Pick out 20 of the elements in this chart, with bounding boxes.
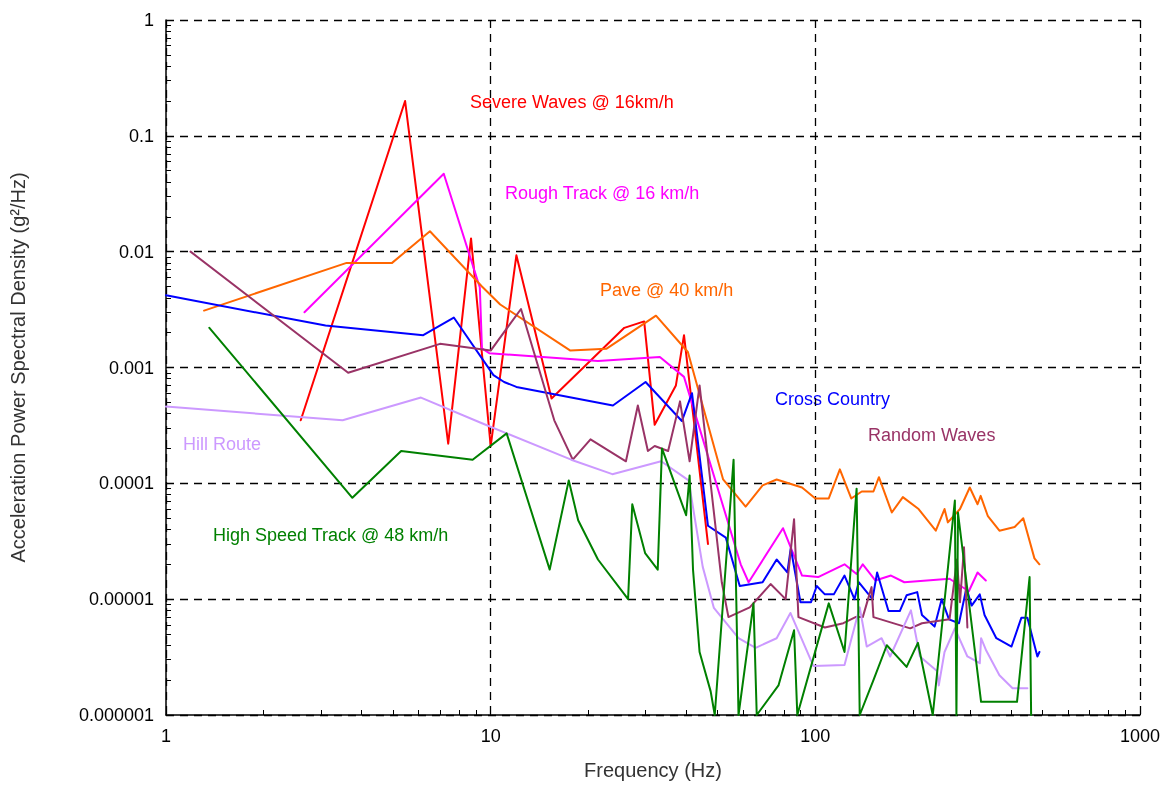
y-tick-label: 0.01 [118,241,154,262]
text: Severe Waves @ 16km/h [470,92,674,112]
x-axis-title: Frequency (Hz) [584,759,722,781]
x-tick-label: 100 [800,726,831,746]
series-label: Pave @ 40 km/h [600,280,734,300]
text: High Speed Track @ 48 km/h [213,525,449,545]
series-label: Hill Route [183,434,262,454]
y-tick-label: 0.000001 [78,705,154,725]
y-tick-label: 0.1 [128,125,154,146]
y-axis-title: Acceleration Power Spectral Density (g²/Hz) [7,172,29,563]
y-tick-label: 1 [143,10,154,30]
y-tick-label: 0.0001 [98,473,154,494]
y-tick-label: 0.00001 [88,589,154,610]
text: Random Waves [868,425,996,445]
text: Cross Country [775,389,891,409]
x-tick-label: 1 [160,726,172,746]
y-tick-label: 0.001 [108,357,154,378]
x-tick-label: 10 [480,726,501,746]
x-tick-label: 1000 [1119,726,1161,746]
text: Rough Track @ 16 km/h [505,183,700,203]
